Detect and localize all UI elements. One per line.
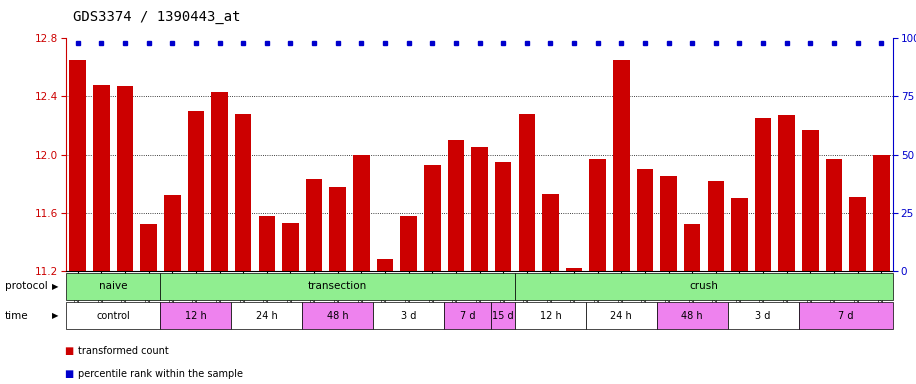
Text: 12 h: 12 h [540,311,562,321]
Text: naive: naive [99,281,127,291]
Bar [116,86,134,271]
Bar [873,155,889,271]
Bar [471,147,488,271]
Text: percentile rank within the sample: percentile rank within the sample [78,369,243,379]
Text: time: time [5,311,28,321]
Bar [353,155,370,271]
Text: 48 h: 48 h [327,311,349,321]
Text: 3 d: 3 d [756,311,770,321]
Bar [825,159,843,271]
Text: ■: ■ [64,346,73,356]
Bar [140,224,157,271]
Text: 12 h: 12 h [185,311,207,321]
Bar [566,268,583,271]
Bar [684,224,701,271]
Text: 7 d: 7 d [838,311,854,321]
Text: protocol: protocol [5,281,48,291]
Text: ▶: ▶ [51,282,59,291]
Text: 7 d: 7 d [460,311,475,321]
Bar [802,130,819,271]
Bar [212,92,228,271]
Bar [376,259,393,271]
Text: ■: ■ [64,369,73,379]
Text: 3 d: 3 d [401,311,416,321]
Bar [164,195,180,271]
Bar [779,115,795,271]
Bar [70,60,86,271]
Bar [542,194,559,271]
Bar [400,215,417,271]
Bar [448,140,464,271]
Bar [589,159,606,271]
Bar [731,198,747,271]
Bar [258,215,275,271]
Bar [637,169,653,271]
Text: transformed count: transformed count [78,346,169,356]
Bar [613,60,629,271]
Bar [660,176,677,271]
Text: transection: transection [308,281,367,291]
Text: 48 h: 48 h [682,311,703,321]
Text: 24 h: 24 h [256,311,278,321]
Bar [707,181,725,271]
Text: ▶: ▶ [51,311,59,320]
Bar [849,197,866,271]
Bar [424,165,441,271]
Bar [306,179,322,271]
Bar [755,118,771,271]
Bar [282,223,299,271]
Bar [518,114,535,271]
Text: 24 h: 24 h [610,311,632,321]
Bar [330,187,346,271]
Text: control: control [96,311,130,321]
Bar [495,162,511,271]
Bar [188,111,204,271]
Text: GDS3374 / 1390443_at: GDS3374 / 1390443_at [73,10,241,23]
Bar [234,114,252,271]
Text: 15 d: 15 d [492,311,514,321]
Bar [93,85,110,271]
Text: crush: crush [690,281,718,291]
